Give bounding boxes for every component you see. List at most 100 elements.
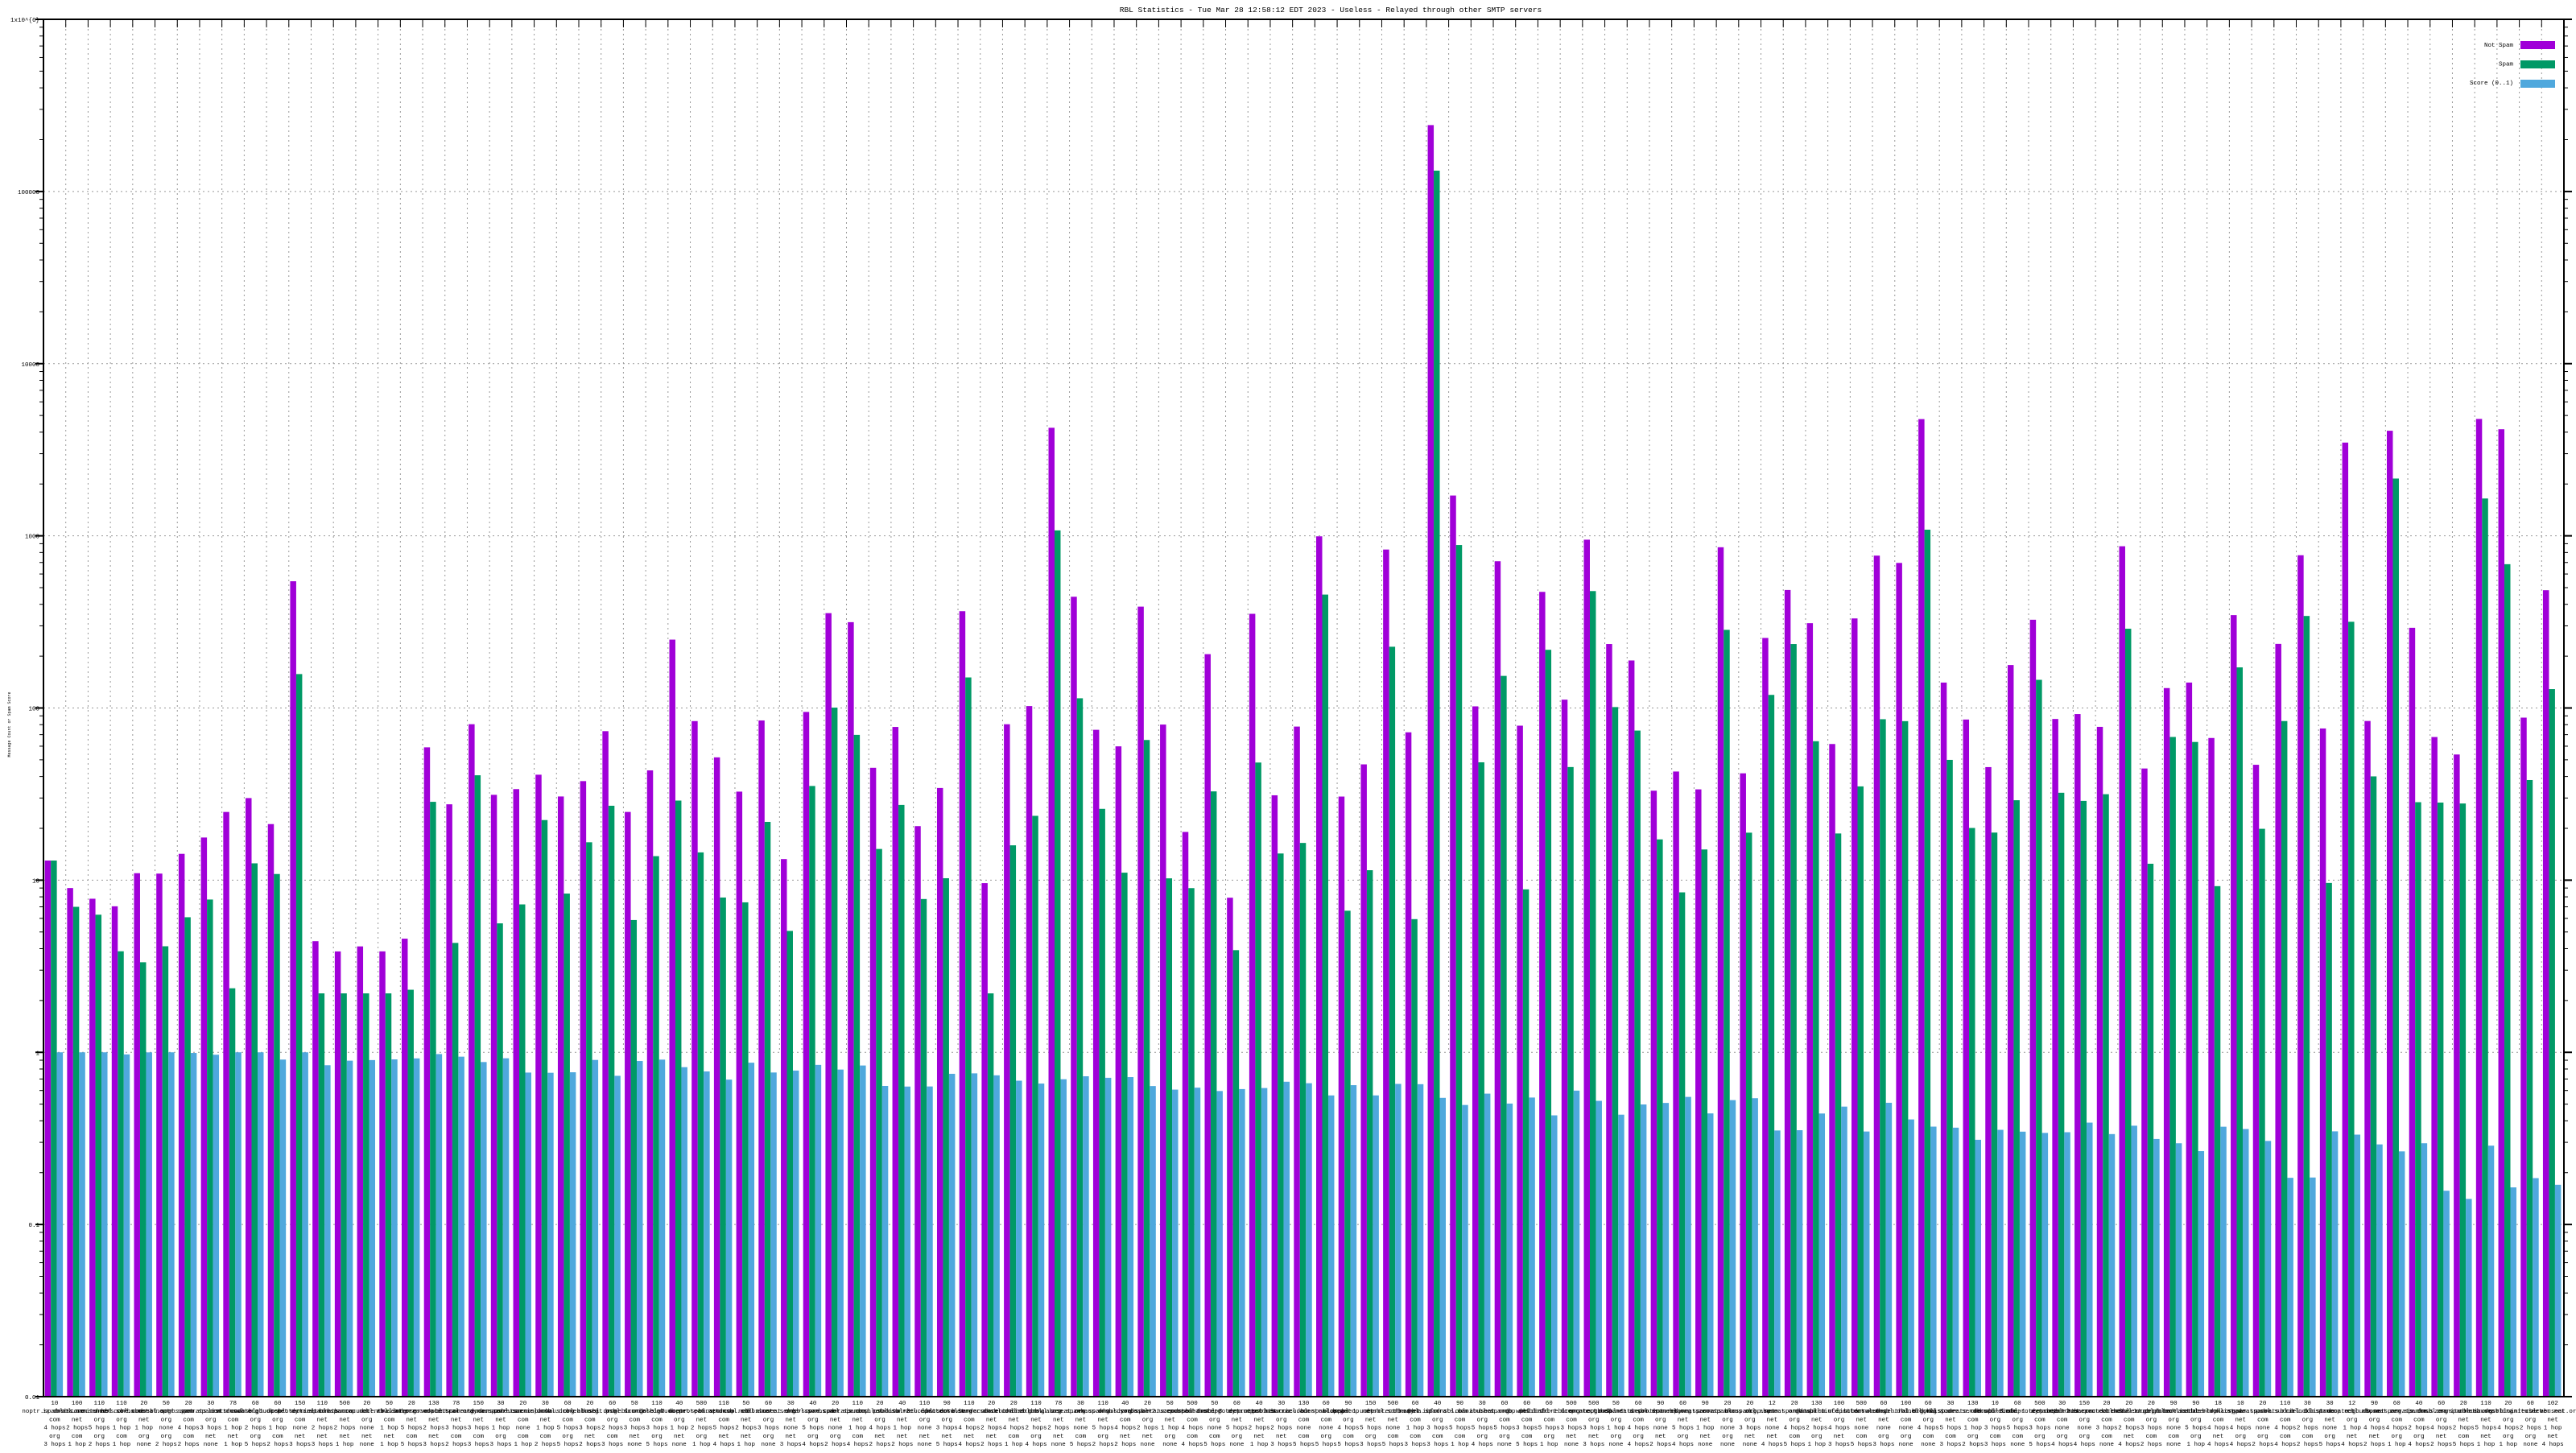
svg-text:org: org [1633, 1434, 1644, 1440]
svg-text:4 hops: 4 hops [1784, 1426, 1806, 1432]
svg-text:com: com [2012, 1434, 2023, 1440]
svg-text:4 hops: 4 hops [1003, 1426, 1025, 1432]
svg-text:com: com [2168, 1434, 2179, 1440]
svg-text:org: org [1923, 1417, 1934, 1423]
svg-text:1 hop: 1 hop [224, 1442, 242, 1448]
svg-text:com: com [1343, 1434, 1354, 1440]
svg-text:net: net [1566, 1434, 1577, 1440]
svg-text:com: com [1945, 1434, 1956, 1440]
svg-text:4 hops: 4 hops [847, 1442, 869, 1448]
svg-text:3 hops: 3 hops [936, 1426, 958, 1432]
svg-text:50: 50 [742, 1401, 750, 1407]
svg-text:60: 60 [564, 1401, 572, 1407]
svg-text:com: com [451, 1434, 462, 1440]
svg-text:net: net [986, 1417, 997, 1423]
svg-text:2 hops: 2 hops [980, 1426, 1002, 1432]
svg-text:com: com [1455, 1434, 1466, 1440]
svg-text:com: com [1388, 1434, 1399, 1440]
svg-text:110: 110 [919, 1401, 931, 1407]
svg-text:com: com [562, 1417, 573, 1423]
svg-text:com: com [384, 1417, 395, 1423]
svg-text:Message Count or Spam Score: Message Count or Spam Score [7, 691, 12, 757]
svg-text:5 hops: 5 hops [2029, 1442, 2050, 1448]
svg-text:20: 20 [876, 1401, 884, 1407]
svg-text:com: com [2101, 1434, 2112, 1440]
svg-text:none: none [2010, 1442, 2025, 1448]
svg-text:com: com [2101, 1417, 2112, 1423]
svg-text:110: 110 [651, 1401, 663, 1407]
svg-text:90: 90 [1702, 1401, 1710, 1407]
svg-text:5 hops: 5 hops [1203, 1442, 1225, 1448]
svg-text:20: 20 [586, 1401, 594, 1407]
svg-text:net: net [339, 1434, 350, 1440]
svg-text:4 hops: 4 hops [1181, 1426, 1203, 1432]
svg-text:net: net [1075, 1417, 1087, 1423]
svg-text:net: net [1009, 1417, 1020, 1423]
svg-text:com: com [228, 1417, 239, 1423]
svg-text:net: net [495, 1417, 506, 1423]
svg-text:none: none [783, 1426, 798, 1432]
svg-text:500: 500 [1388, 1401, 1399, 1407]
svg-text:Not Spam: Not Spam [2484, 43, 2514, 49]
svg-text:2 hops: 2 hops [2252, 1442, 2273, 1448]
svg-text:4 hops: 4 hops [1918, 1426, 1939, 1432]
svg-text:net: net [964, 1434, 975, 1440]
svg-text:org: org [2525, 1417, 2537, 1423]
svg-text:5 hops: 5 hops [1516, 1442, 1538, 1448]
svg-text:org: org [941, 1417, 952, 1423]
svg-text:org: org [1343, 1417, 1354, 1423]
svg-text:org: org [2034, 1434, 2046, 1440]
svg-text:4 hops: 4 hops [2051, 1442, 2073, 1448]
svg-text:net: net [941, 1434, 952, 1440]
svg-text:none: none [360, 1442, 374, 1448]
svg-text:com: com [2413, 1417, 2425, 1423]
svg-text:com: com [1187, 1434, 1198, 1440]
svg-text:1 hop: 1 hop [68, 1442, 86, 1448]
svg-text:500: 500 [696, 1401, 708, 1407]
svg-text:3 hops: 3 hops [489, 1442, 511, 1448]
svg-text:none: none [137, 1442, 151, 1448]
svg-text:30: 30 [2304, 1401, 2312, 1407]
svg-text:1 hop: 1 hop [1808, 1442, 1827, 1448]
svg-text:40: 40 [1434, 1401, 1442, 1407]
svg-text:org: org [2503, 1417, 2514, 1423]
svg-text:none: none [761, 1442, 775, 1448]
svg-text:10: 10 [2237, 1401, 2245, 1407]
svg-text:org: org [2168, 1417, 2179, 1423]
svg-text:net: net [785, 1434, 796, 1440]
svg-text:100: 100 [28, 707, 39, 713]
svg-text:org: org [2146, 1417, 2157, 1423]
svg-text:com: com [1901, 1417, 1912, 1423]
svg-text:net: net [1588, 1434, 1600, 1440]
svg-text:none: none [1073, 1426, 1088, 1432]
svg-text:2 hops: 2 hops [1114, 1442, 1136, 1448]
svg-text:none: none [2055, 1426, 2070, 1432]
svg-text:2 hops: 2 hops [1249, 1426, 1270, 1432]
svg-text:20: 20 [2504, 1401, 2512, 1407]
svg-text:20: 20 [2103, 1401, 2111, 1407]
svg-text:org: org [874, 1417, 886, 1423]
svg-text:2 hops: 2 hops [245, 1426, 266, 1432]
svg-text:com: com [1789, 1434, 1800, 1440]
svg-text:net: net [1365, 1417, 1377, 1423]
svg-text:1 hop: 1 hop [2187, 1442, 2206, 1448]
svg-text:com: com [964, 1417, 975, 1423]
svg-text:100000: 100000 [18, 190, 40, 196]
svg-text:org: org [919, 1417, 931, 1423]
svg-text:org: org [2347, 1417, 2358, 1423]
svg-text:net: net [1053, 1434, 1064, 1440]
svg-text:3 hops: 3 hops [1270, 1442, 1292, 1448]
svg-text:1: 1 [35, 1051, 39, 1057]
svg-text:5 hops: 5 hops [936, 1442, 958, 1448]
svg-text:net: net [741, 1417, 752, 1423]
svg-text:none: none [1319, 1426, 1333, 1432]
svg-text:net: net [674, 1434, 685, 1440]
svg-text:2 hops: 2 hops [1962, 1442, 1984, 1448]
svg-text:2 hops: 2 hops [66, 1426, 88, 1432]
svg-text:5 hops: 5 hops [1337, 1442, 1359, 1448]
svg-text:net: net [852, 1417, 864, 1423]
svg-text:net: net [986, 1434, 997, 1440]
svg-text:2 hops: 2 hops [891, 1442, 913, 1448]
svg-text:net: net [1811, 1417, 1823, 1423]
svg-text:1 hop: 1 hop [536, 1426, 555, 1432]
